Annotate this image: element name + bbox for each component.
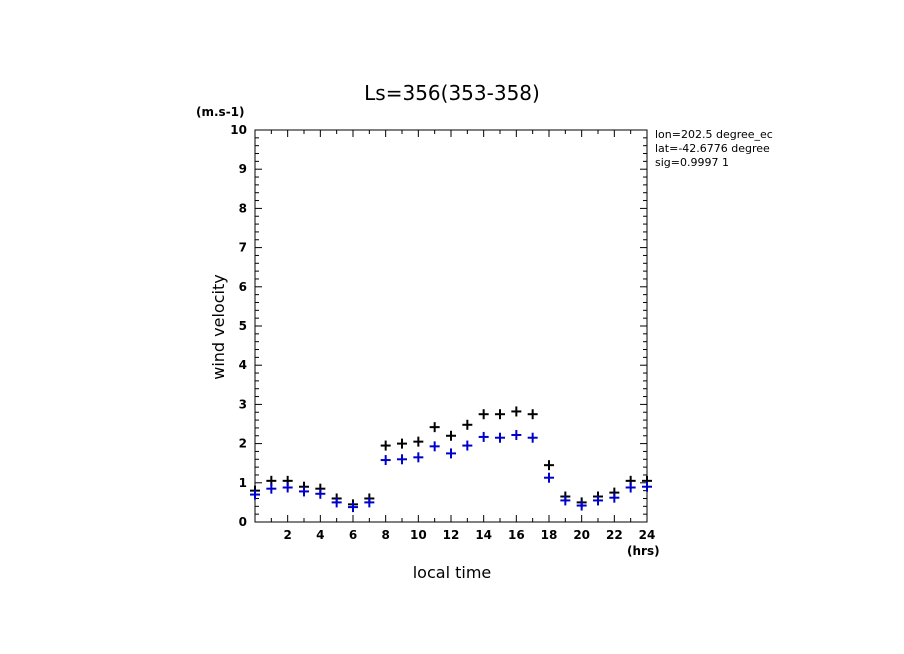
y-tick-label: 0 xyxy=(239,515,247,529)
data-point-series-2 xyxy=(380,455,391,466)
data-point-series-2 xyxy=(397,454,407,465)
x-tick-label: 6 xyxy=(349,528,357,542)
data-point-series-2 xyxy=(446,448,456,459)
data-point-series-1 xyxy=(380,440,391,451)
data-point-series-2 xyxy=(495,432,505,443)
info-line-sig: sig=0.9997 1 xyxy=(655,156,729,169)
x-tick-label: 4 xyxy=(316,528,324,542)
y-tick-label: 10 xyxy=(230,123,247,137)
y-axis-label: wind velocity xyxy=(209,274,228,379)
data-point-series-1 xyxy=(446,430,456,441)
data-point-series-1 xyxy=(462,419,473,430)
axis-ticks xyxy=(254,129,648,523)
y-tick-label: 7 xyxy=(239,241,247,255)
x-tick-label: 24 xyxy=(639,528,656,542)
chart-title: Ls=356(353-358) xyxy=(364,81,540,105)
info-clip-mask xyxy=(779,125,819,175)
data-point-series-2 xyxy=(478,431,489,442)
data-point-series-2 xyxy=(364,497,375,508)
x-tick-label: 22 xyxy=(606,528,623,542)
data-point-series-1 xyxy=(478,409,489,420)
plot-frame xyxy=(254,129,648,523)
data-point-series-2 xyxy=(266,483,277,494)
x-tick-label: 16 xyxy=(508,528,525,542)
y-tick-label: 3 xyxy=(239,397,247,411)
data-point-series-2 xyxy=(331,497,342,508)
data-point-series-2 xyxy=(593,495,603,506)
x-tick-label: 8 xyxy=(381,528,389,542)
data-point-series-2 xyxy=(625,482,636,493)
data-point-series-2 xyxy=(544,472,554,483)
data-point-series-1 xyxy=(527,409,538,420)
y-unit-label: (m.s-1) xyxy=(196,105,245,119)
data-point-series-2 xyxy=(576,500,587,511)
data-point-series-2 xyxy=(511,429,522,440)
data-point-series-1 xyxy=(511,406,522,417)
y-tick-label: 1 xyxy=(239,476,247,490)
y-tick-label: 6 xyxy=(239,280,247,294)
data-point-series-2 xyxy=(462,440,473,451)
y-tick-label: 8 xyxy=(239,201,247,215)
data-point-series-2 xyxy=(299,486,309,497)
data-point-series-1 xyxy=(413,436,424,447)
y-tick-label: 4 xyxy=(239,358,247,372)
data-point-series-2 xyxy=(315,488,326,499)
y-tick-label: 2 xyxy=(239,437,247,451)
y-tick-label: 9 xyxy=(239,162,247,176)
data-point-series-2 xyxy=(527,432,538,443)
x-tick-label: 12 xyxy=(443,528,460,542)
data-point-series-1 xyxy=(544,460,554,471)
data-point-series-2 xyxy=(250,489,260,500)
data-point-series-2 xyxy=(282,482,293,493)
data-point-series-2 xyxy=(642,481,652,492)
x-tick-label: 20 xyxy=(573,528,590,542)
data-point-series-1 xyxy=(495,409,505,420)
x-tick-label: 10 xyxy=(410,528,427,542)
x-tick-label: 14 xyxy=(475,528,492,542)
data-point-series-2 xyxy=(560,495,571,506)
data-points xyxy=(250,406,652,513)
data-point-series-1 xyxy=(397,438,407,449)
x-tick-label: 18 xyxy=(541,528,558,542)
x-axis-label: local time xyxy=(413,563,492,582)
x-tick-label: 2 xyxy=(283,528,291,542)
data-point-series-2 xyxy=(413,452,424,463)
x-unit-label: (hrs) xyxy=(627,544,660,558)
data-point-series-2 xyxy=(609,492,620,503)
data-point-series-1 xyxy=(429,422,440,433)
info-line-lon: lon=202.5 degree_ec xyxy=(655,128,773,141)
data-point-series-2 xyxy=(429,441,440,452)
info-line-lat: lat=-42.6776 degree xyxy=(655,142,770,155)
y-tick-label: 5 xyxy=(239,319,247,333)
data-point-series-2 xyxy=(348,502,358,513)
